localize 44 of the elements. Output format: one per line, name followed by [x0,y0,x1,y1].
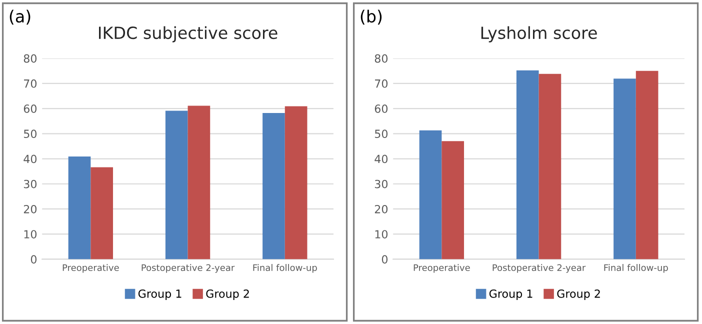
y-tick-label: 30 [374,180,388,188]
y-tick-label: 20 [24,204,37,214]
chart-title: IKDC subjective score [98,26,278,42]
bar [90,167,114,260]
bar [419,130,442,260]
y-tick-label: 60 [374,104,388,113]
bar [262,113,285,260]
bar [614,78,636,260]
y-tick-label: 70 [375,79,388,88]
y-tick-label: 50 [24,130,37,138]
text: (b) [360,10,382,25]
text: (a) [10,10,30,25]
x-tick-label: Postoperative 2-year [142,264,235,273]
y-tick-label: 20 [374,204,388,214]
y-tick-label: 70 [24,79,37,88]
bar [538,74,562,260]
y-tick-label: 0 [30,255,37,264]
y-tick-label: 80 [24,54,37,63]
y-tick-label: 40 [24,154,37,164]
legend-label: Group 2 [206,289,249,300]
y-tick-label: 60 [24,104,37,113]
legend-label: Group 1 [138,289,182,300]
x-tick-label: Preoperative [62,264,119,273]
x-tick-label: Preoperative [414,264,470,273]
bar [165,110,188,260]
x-tick-label: Final follow-up [253,264,317,273]
y-tick-label: 80 [374,54,388,63]
y-tick-label: 40 [374,154,388,164]
bar [284,106,308,260]
x-tick-label: Postoperative 2-year [492,264,586,273]
legend-label: Group 1 [489,289,532,300]
legend-label: Group 2 [557,289,600,300]
bar [68,156,91,260]
bar [516,70,539,260]
y-tick-label: 30 [24,180,37,188]
y-tick-label: 0 [382,255,388,264]
y-tick-label: 50 [374,130,388,138]
bar [442,141,464,260]
x-tick-label: Final follow-up [604,264,668,273]
y-tick-label: 10 [375,230,388,238]
y-tick-label: 10 [24,230,37,238]
bar [188,106,210,260]
chart-title: Lysholm score [481,26,597,42]
bar [636,70,658,260]
